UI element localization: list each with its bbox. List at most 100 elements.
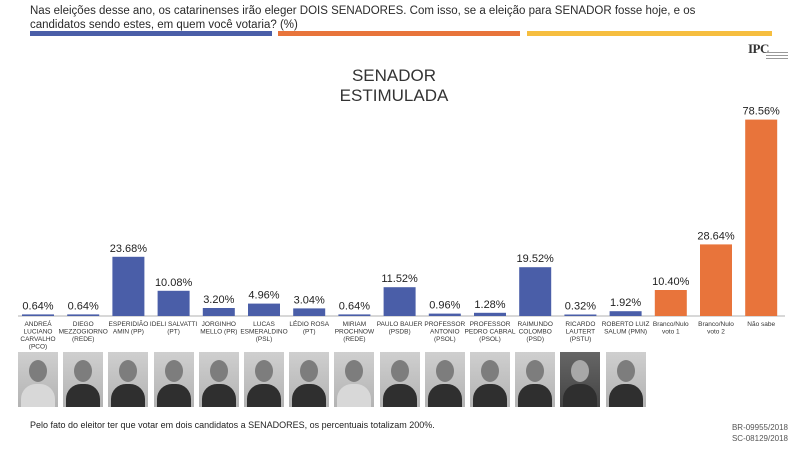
person-head-icon <box>571 360 590 382</box>
value-label-15: 28.64% <box>697 230 735 242</box>
person-body-icon <box>156 384 191 407</box>
value-label-0: 0.64% <box>22 300 53 312</box>
category-label-11-line-2: (PSD) <box>526 336 544 343</box>
header-strip-blue <box>30 31 272 36</box>
candidate-photo-7 <box>334 352 375 407</box>
person-head-icon <box>390 360 409 382</box>
category-label-0-line-1: LUCIANO <box>24 329 53 336</box>
category-label-12-line-0: RICARDO <box>565 321 595 328</box>
bar-3 <box>157 290 190 316</box>
logo-lines-icon <box>766 52 788 61</box>
person-head-icon <box>300 360 319 382</box>
person-head-icon <box>435 360 454 382</box>
category-label-5-line-2: (PSL) <box>256 336 273 343</box>
person-body-icon <box>427 384 462 407</box>
person-body-icon <box>473 384 507 407</box>
value-label-9: 0.96% <box>429 300 460 312</box>
candidate-photo-6 <box>289 352 330 407</box>
survey-question: Nas eleições desse ano, os catarinenses … <box>30 5 696 31</box>
value-label-10: 1.28% <box>474 299 505 311</box>
category-label-4-line-1: MELLO (PR) <box>200 329 237 336</box>
value-label-2: 23.68% <box>110 243 148 255</box>
candidate-photo-5 <box>244 352 284 407</box>
person-body-icon <box>66 384 101 407</box>
candidate-photo-11 <box>515 352 556 407</box>
bar-4 <box>202 308 235 316</box>
category-label-8-line-0: PAULO BAUER <box>377 321 423 328</box>
logo-mark: IPC <box>748 41 769 56</box>
person-head-icon <box>616 360 635 382</box>
value-label-4: 3.20% <box>203 294 234 306</box>
bar-0 <box>22 314 54 316</box>
category-label-2-line-1: AMIN (PP) <box>113 329 144 336</box>
bar-6 <box>293 308 326 316</box>
registration-code-br: BR-09955/2018 <box>731 423 788 432</box>
person-head-icon <box>29 360 47 382</box>
person-body-icon <box>608 384 643 407</box>
category-label-4-line-0: JORGINHO <box>202 321 236 328</box>
candidate-photo-12 <box>560 352 601 407</box>
bar-1 <box>67 314 100 316</box>
category-label-13-line-0: ROBERTO LUIZ <box>602 321 650 328</box>
candidate-photo-13 <box>605 352 646 407</box>
value-label-1: 0.64% <box>68 300 99 312</box>
bar-2 <box>112 256 145 316</box>
person-head-icon <box>526 360 545 382</box>
chart-title-line-1: SENADOR <box>351 66 437 85</box>
bar-8 <box>383 287 416 316</box>
value-label-8: 11.52% <box>381 273 418 285</box>
person-body-icon <box>201 384 236 407</box>
footnote: Pelo fato do eleitor ter que votar em do… <box>30 420 435 430</box>
candidate-photo-10 <box>470 352 510 407</box>
category-label-6-line-0: LÉDIO ROSA <box>289 319 329 328</box>
header-strip-orange <box>278 31 520 36</box>
category-label-9-line-2: (PSOL) <box>434 336 456 343</box>
category-label-10-line-1: PEDRO CABRAL <box>465 329 516 336</box>
bar-16 <box>745 119 778 316</box>
person-head-icon <box>164 360 183 382</box>
bar-12 <box>564 314 597 316</box>
value-label-12: 0.32% <box>565 301 596 313</box>
registration-code-sc: SC-08129/2018 <box>731 434 788 443</box>
category-label-7-line-2: (REDE) <box>343 336 365 343</box>
person-body-icon <box>382 384 417 407</box>
person-head-icon <box>481 360 499 382</box>
candidate-photo-8 <box>379 352 420 407</box>
category-label-1-line-2: (REDE) <box>72 336 94 343</box>
person-head-icon <box>119 360 138 382</box>
category-label-15-line-1: voto 2 <box>707 329 725 336</box>
person-body-icon <box>247 384 281 407</box>
category-label-5-line-0: LUCAS <box>253 321 275 328</box>
value-label-6: 3.04% <box>294 294 325 306</box>
person-body-icon <box>111 384 146 407</box>
person-head-icon <box>345 360 364 382</box>
category-label-15-line-0: Branco/Nulo <box>698 321 734 328</box>
candidate-photo-3 <box>153 352 194 407</box>
value-label-16: 78.56% <box>743 106 781 118</box>
category-label-12-line-2: (PSTU) <box>570 336 592 343</box>
bar-10 <box>474 312 506 316</box>
value-label-7: 0.64% <box>339 300 370 312</box>
ipc-logo: IPC <box>748 40 788 64</box>
person-body-icon <box>563 384 598 407</box>
bar-7 <box>338 314 371 316</box>
bar-13 <box>609 311 642 316</box>
value-label-13: 1.92% <box>610 297 641 309</box>
value-label-3: 10.08% <box>155 277 193 289</box>
category-label-3-line-1: (PT) <box>167 329 180 336</box>
bar-15 <box>700 244 732 316</box>
category-label-10-line-0: PROFESSOR <box>470 321 511 328</box>
category-label-5-line-1: ESMERALDINO <box>240 329 287 336</box>
category-label-6-line-1: (PT) <box>303 329 316 336</box>
person-body-icon <box>337 384 372 407</box>
bar-14 <box>654 290 687 316</box>
candidate-photo-9 <box>424 352 465 407</box>
category-label-11-line-0: RAIMUNDO <box>518 321 553 328</box>
person-body-icon <box>292 384 327 407</box>
category-label-9-line-1: ANTONIO <box>430 329 460 336</box>
category-label-2-line-0: ESPERIDIÃO <box>109 319 149 328</box>
category-label-9-line-0: PROFESSOR <box>424 321 465 328</box>
person-head-icon <box>255 360 273 382</box>
candidate-photo-0 <box>18 352 58 407</box>
